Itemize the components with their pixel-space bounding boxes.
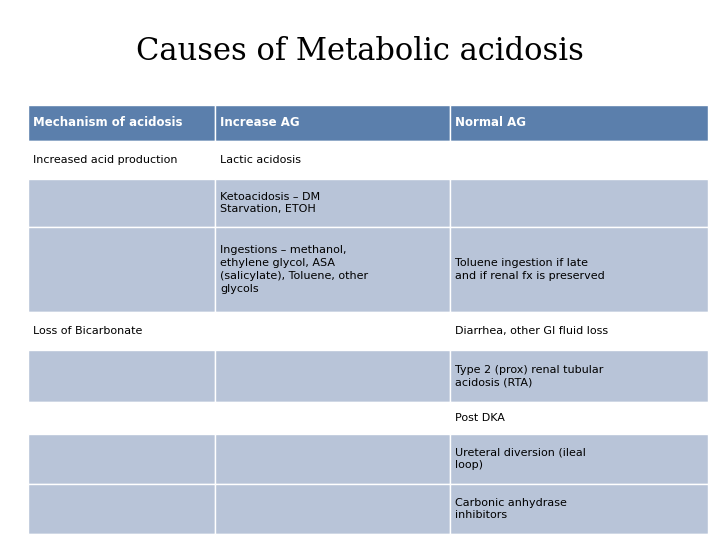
Text: Carbonic anhydrase
inhibitors: Carbonic anhydrase inhibitors [454, 497, 567, 521]
Bar [28, 434, 215, 484]
Bar [28, 350, 215, 402]
Bar [449, 312, 708, 350]
Bar [28, 141, 215, 179]
Text: Mechanism of acidosis: Mechanism of acidosis [33, 117, 182, 130]
Bar [449, 227, 708, 312]
Bar [215, 350, 449, 402]
Text: Post DKA: Post DKA [454, 413, 505, 423]
Bar [28, 402, 215, 434]
Bar [449, 434, 708, 484]
Text: Type 2 (prox) renal tubular
acidosis (RTA): Type 2 (prox) renal tubular acidosis (RT… [454, 364, 603, 387]
Text: Ingestions – methanol,
ethylene glycol, ASA
(salicylate), Toluene, other
glycols: Ingestions – methanol, ethylene glycol, … [220, 245, 368, 294]
Text: Diarrhea, other GI fluid loss: Diarrhea, other GI fluid loss [454, 326, 608, 336]
Text: Lactic acidosis: Lactic acidosis [220, 155, 301, 165]
Bar [215, 105, 449, 141]
Text: Toluene ingestion if late
and if renal fx is preserved: Toluene ingestion if late and if renal f… [454, 258, 604, 281]
Text: Increase AG: Increase AG [220, 117, 300, 130]
Bar [449, 484, 708, 534]
Text: Normal AG: Normal AG [454, 117, 526, 130]
Bar [215, 534, 449, 540]
Bar [449, 350, 708, 402]
Bar [215, 141, 449, 179]
Text: Loss of Bicarbonate: Loss of Bicarbonate [33, 326, 143, 336]
Bar [28, 312, 215, 350]
Bar [449, 534, 708, 540]
Bar [449, 179, 708, 227]
Bar [28, 105, 215, 141]
Bar [215, 179, 449, 227]
Bar [215, 484, 449, 534]
Bar [28, 179, 215, 227]
Bar [28, 484, 215, 534]
Bar [449, 105, 708, 141]
Bar [28, 227, 215, 312]
Bar [449, 141, 708, 179]
Bar [28, 534, 215, 540]
Bar [215, 434, 449, 484]
Text: Causes of Metabolic acidosis: Causes of Metabolic acidosis [136, 37, 584, 68]
Text: Ketoacidosis – DM
Starvation, ETOH: Ketoacidosis – DM Starvation, ETOH [220, 192, 320, 214]
Bar [449, 402, 708, 434]
Text: Increased acid production: Increased acid production [33, 155, 178, 165]
Bar [215, 402, 449, 434]
Bar [215, 312, 449, 350]
Bar [215, 227, 449, 312]
Text: Ureteral diversion (ileal
loop): Ureteral diversion (ileal loop) [454, 448, 585, 470]
